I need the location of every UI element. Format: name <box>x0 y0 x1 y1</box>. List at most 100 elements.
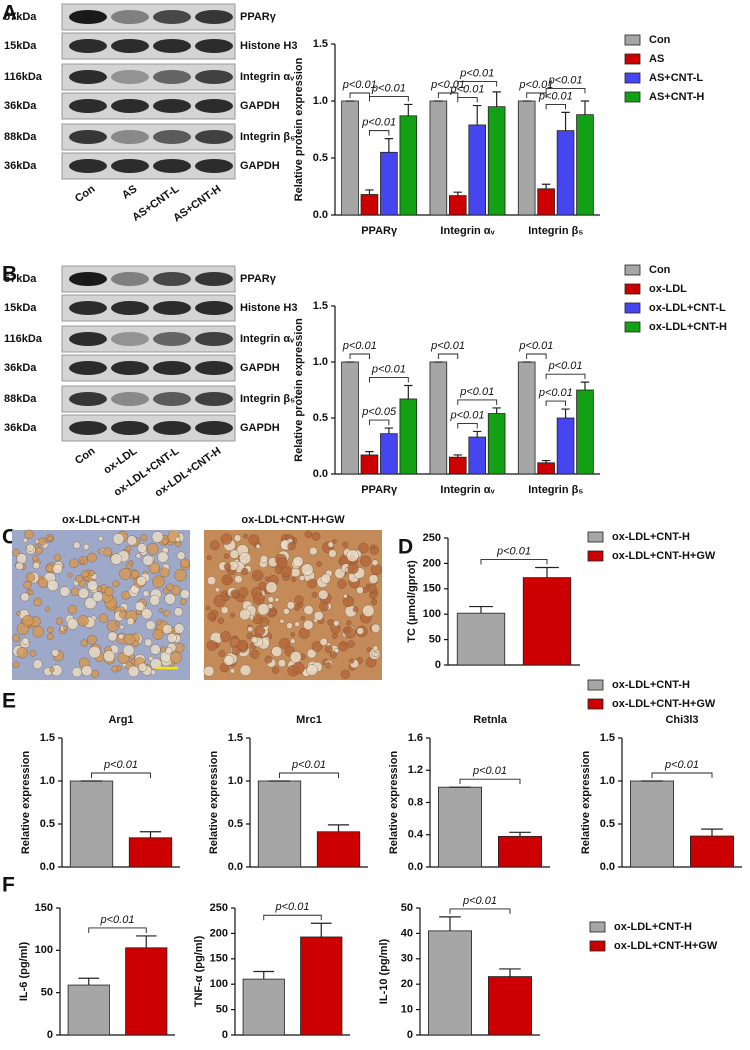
cell <box>87 634 97 645</box>
cell <box>62 625 68 631</box>
cell <box>366 647 372 653</box>
cell <box>23 580 32 589</box>
cell <box>15 562 24 571</box>
cell <box>165 647 173 655</box>
chart-title: Chi3l3 <box>665 714 698 726</box>
bar <box>257 780 302 868</box>
cell <box>67 572 73 578</box>
cell <box>349 658 355 664</box>
cell <box>52 563 63 574</box>
blot-band <box>111 392 149 406</box>
cell <box>20 592 30 602</box>
cell <box>320 573 331 584</box>
cell <box>98 536 104 542</box>
cell <box>135 553 142 559</box>
cell <box>300 616 306 621</box>
cell <box>12 661 20 669</box>
y-tick-label: 1.5 <box>313 38 328 50</box>
blot-band <box>111 159 149 173</box>
x-tick-label: Integrin β₅ <box>528 225 583 237</box>
cell <box>234 574 243 584</box>
legend-swatch <box>587 679 604 691</box>
cell <box>327 619 334 626</box>
cell <box>277 659 286 668</box>
legend-label: ox-LDL+CNT-H <box>614 921 692 933</box>
error-bar <box>509 831 531 837</box>
cell <box>213 594 226 608</box>
bar <box>399 115 418 216</box>
significance-bracket <box>369 419 390 426</box>
y-tick-label: 0.8 <box>408 796 423 808</box>
cell <box>291 576 297 583</box>
y-tick-label: 0 <box>407 1029 413 1041</box>
cell <box>269 608 277 617</box>
legend-label: ox-LDL <box>649 283 687 295</box>
cell <box>112 580 120 588</box>
significance-bracket <box>545 87 586 94</box>
cell <box>75 575 83 583</box>
blot-band <box>111 301 149 315</box>
legend-swatch <box>587 531 604 543</box>
x-tick-label: Integrin β₅ <box>528 484 583 496</box>
cell <box>299 575 305 582</box>
cell <box>205 605 211 611</box>
legend-swatch <box>624 72 641 84</box>
lane-label: AS <box>120 183 139 202</box>
y-tick-label: 1.5 <box>40 732 55 744</box>
protein-label: PPARγ <box>240 273 277 285</box>
y-tick-label: 0.5 <box>313 152 328 164</box>
significance-bracket <box>349 353 370 359</box>
cell <box>206 555 212 561</box>
bar <box>380 433 398 475</box>
chart-title: Retnla <box>473 714 508 726</box>
legend-label: AS+CNT-L <box>649 72 703 84</box>
y-tick-label: 1.0 <box>313 95 328 107</box>
cell <box>142 554 154 566</box>
cell <box>220 631 232 643</box>
error-bar <box>439 916 461 931</box>
cell <box>250 636 258 644</box>
y-axis-label: IL-6 (pg/ml) <box>18 942 30 1002</box>
cell <box>53 553 62 562</box>
bar <box>341 100 359 216</box>
cell <box>347 640 355 648</box>
blot-band <box>69 39 107 53</box>
cell <box>80 639 88 647</box>
cell <box>107 631 118 642</box>
y-tick-label: 0.5 <box>600 818 615 830</box>
bar <box>300 936 343 1036</box>
cell <box>334 648 340 654</box>
cell <box>271 646 283 657</box>
bar <box>399 398 418 475</box>
blot-band <box>195 99 233 113</box>
cell <box>83 543 90 551</box>
cell <box>311 531 321 541</box>
cell <box>292 556 304 567</box>
error-bar <box>404 103 413 116</box>
p-value: p<0.01 <box>538 90 573 102</box>
cell <box>122 644 135 657</box>
panel-label: D <box>398 536 413 559</box>
cell <box>223 563 232 571</box>
cell <box>118 633 124 640</box>
cell <box>309 546 318 556</box>
cell <box>233 534 242 542</box>
x-tick-label: Integrin αᵥ <box>440 484 495 496</box>
blot-band <box>69 99 107 113</box>
cell <box>257 603 270 616</box>
blot-band <box>153 421 191 435</box>
cell <box>150 644 161 655</box>
cell <box>55 617 63 625</box>
cell <box>47 535 54 542</box>
cell <box>84 576 89 581</box>
y-tick-label: 40 <box>401 927 413 939</box>
y-tick-label: 200 <box>423 557 441 569</box>
protein-label: GAPDH <box>240 160 280 172</box>
cell <box>279 637 291 649</box>
cell <box>241 567 249 576</box>
significance-bracket <box>369 95 409 102</box>
cell <box>342 595 355 608</box>
bar <box>242 978 285 1036</box>
significance-bracket <box>457 81 498 87</box>
error-bar <box>561 111 570 131</box>
